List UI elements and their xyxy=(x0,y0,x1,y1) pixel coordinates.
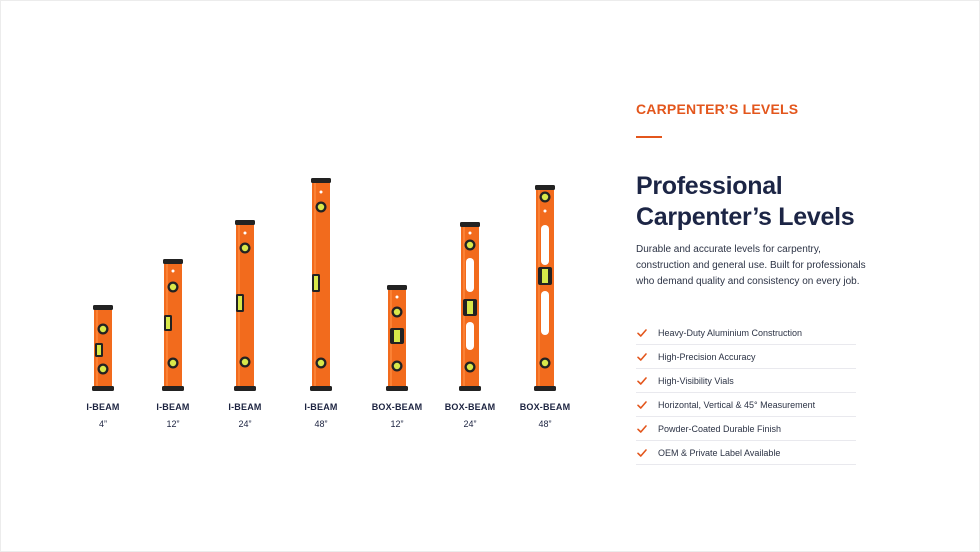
level-ibeam-24 xyxy=(233,220,257,391)
feature-item: High-Visibility Vials xyxy=(636,370,856,393)
product-label: I-BEAM 24” xyxy=(205,402,285,429)
feature-item: High-Precision Accuracy xyxy=(636,346,856,369)
section-eyebrow: CARPENTER’S LEVELS xyxy=(636,101,799,117)
feature-item: Horizontal, Vertical & 45° Measurement xyxy=(636,394,856,417)
feature-list: Heavy-Duty Aluminium Construction High-P… xyxy=(636,322,856,466)
check-icon xyxy=(637,425,647,433)
product-size: 24” xyxy=(463,419,477,429)
section-headline: Professional Carpenter’s Levels xyxy=(636,171,956,233)
level-boxbeam-12 xyxy=(385,285,409,391)
product-size: 12” xyxy=(166,419,180,429)
product-size: 24” xyxy=(238,419,252,429)
product-label: BOX-BEAM 12” xyxy=(357,402,437,429)
product-lineup: I-BEAM 4” I-BEAM 12” I-BEAM 24” I-BEAM 4… xyxy=(63,178,585,429)
feature-text: High-Precision Accuracy xyxy=(658,352,756,362)
product-type: I-BEAM xyxy=(228,402,262,412)
feature-text: Heavy-Duty Aluminium Construction xyxy=(658,328,803,338)
feature-item: Powder-Coated Durable Finish xyxy=(636,418,856,441)
product-label: I-BEAM 48” xyxy=(281,402,361,429)
feature-text: Powder-Coated Durable Finish xyxy=(658,424,782,434)
check-icon xyxy=(637,401,647,409)
check-icon xyxy=(637,449,647,457)
check-icon xyxy=(637,377,647,385)
product-type: I-BEAM xyxy=(156,402,190,412)
headline-line-1: Professional xyxy=(636,172,783,200)
product-type: BOX-BEAM xyxy=(444,402,496,412)
product-type: I-BEAM xyxy=(86,402,120,412)
accent-divider xyxy=(636,136,662,138)
feature-text: OEM & Private Label Available xyxy=(658,448,781,458)
check-icon xyxy=(637,353,647,361)
level-boxbeam-48 xyxy=(533,185,557,391)
product-label: I-BEAM 12” xyxy=(133,402,213,429)
level-ibeam-4 xyxy=(91,305,115,391)
level-ibeam-48 xyxy=(309,178,333,391)
feature-text: Horizontal, Vertical & 45° Measurement xyxy=(658,400,816,410)
product-size: 48” xyxy=(314,419,328,429)
check-icon xyxy=(637,329,647,337)
product-label: I-BEAM 4” xyxy=(63,402,143,429)
headline-line-2: Carpenter’s Levels xyxy=(636,203,855,231)
product-type: BOX-BEAM xyxy=(519,402,571,412)
feature-text: High-Visibility Vials xyxy=(658,376,734,386)
feature-item: Heavy-Duty Aluminium Construction xyxy=(636,322,856,345)
product-size: 4” xyxy=(98,419,107,429)
level-boxbeam-24 xyxy=(458,222,482,391)
product-label: BOX-BEAM 48” xyxy=(505,402,585,429)
product-type: I-BEAM xyxy=(304,402,338,412)
feature-item: OEM & Private Label Available xyxy=(636,442,856,465)
product-label: BOX-BEAM 24” xyxy=(430,402,510,429)
product-size: 12” xyxy=(390,419,404,429)
product-type: BOX-BEAM xyxy=(371,402,423,412)
section-description: Durable and accurate levels for carpentr… xyxy=(636,244,866,288)
product-size: 48” xyxy=(538,419,552,429)
level-ibeam-12 xyxy=(161,259,185,391)
